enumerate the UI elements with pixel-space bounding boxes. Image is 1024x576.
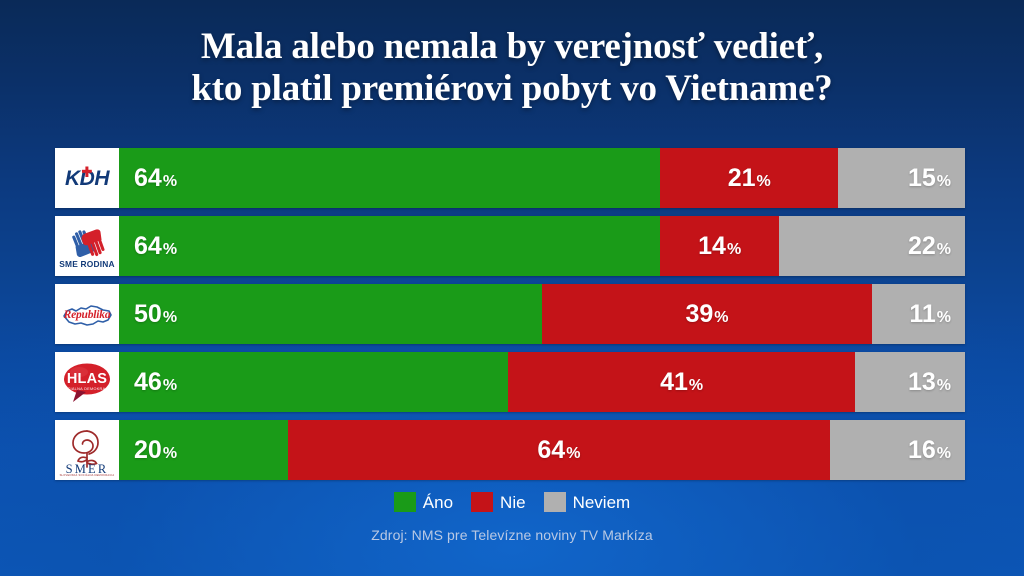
speech-bubble-icon: [64, 363, 110, 402]
bar-segment-dontknow: 15%: [838, 148, 965, 208]
bar-label-dontknow: 22%: [907, 231, 951, 260]
table-row: HLAS SOCIÁLNA DEMOKRACIA 46% 41% 13%: [55, 352, 965, 412]
party-logo-cell-sme-rodina: SME RODINA: [55, 216, 119, 276]
red-square-icon: [471, 492, 494, 512]
legend-item-nie: Nie: [471, 492, 526, 512]
republika-logo-icon: Republika: [57, 287, 117, 341]
sme-rodina-logo-icon: SME RODINA: [57, 219, 117, 273]
bar-label-dontknow: 15%: [907, 163, 951, 192]
bar-group: 64% 21% 15%: [119, 148, 965, 208]
kdh-cross-icon: [82, 166, 92, 177]
bar-label-yes: 50%: [134, 299, 178, 328]
bar-segment-no: 64%: [288, 420, 830, 480]
legend-item-neviem: Neviem: [543, 492, 631, 512]
bar-label-no: 21%: [727, 163, 771, 192]
svg-text:HLAS: HLAS: [67, 371, 107, 387]
bar-segment-yes: 46%: [119, 352, 509, 412]
table-row: SME RODINA 64% 14% 22%: [55, 216, 965, 276]
bar-group: 50% 39% 11%: [119, 284, 965, 344]
bar-segment-no: 39%: [542, 284, 872, 344]
party-logo-cell-kdh: KDH: [55, 148, 119, 208]
bar-label-yes: 64%: [134, 231, 178, 260]
green-square-icon: [393, 492, 416, 512]
svg-text:SLOVENSKÁ SOCIÁLNA DEMOKRACIA: SLOVENSKÁ SOCIÁLNA DEMOKRACIA: [60, 473, 115, 477]
stacked-bar-chart: KDH 64% 21% 15%: [55, 148, 965, 480]
bar-segment-yes: 50%: [119, 284, 542, 344]
bar-label-dontknow: 16%: [907, 435, 951, 464]
smer-logo-icon: SMER SLOVENSKÁ SOCIÁLNA DEMOKRACIA: [57, 423, 117, 477]
bar-group: 64% 14% 22%: [119, 216, 965, 276]
source-attribution: Zdroj: NMS pre Televízne noviny TV Markí…: [371, 527, 653, 543]
svg-text:SOCIÁLNA DEMOKRACIA: SOCIÁLNA DEMOKRACIA: [61, 387, 112, 391]
svg-text:Republika: Republika: [63, 309, 111, 321]
bar-label-dontknow: 13%: [907, 367, 951, 396]
kdh-logo-icon: KDH: [57, 151, 117, 205]
bar-segment-dontknow: 13%: [855, 352, 965, 412]
svg-text:KDH: KDH: [65, 167, 110, 190]
legend-label: Áno: [422, 492, 454, 512]
legend-item-ano: Áno: [393, 492, 454, 512]
page-title: Mala alebo nemala by verejnosť vedieť, k…: [191, 26, 833, 109]
bar-label-no: 39%: [685, 299, 729, 328]
bar-segment-dontknow: 16%: [829, 420, 965, 480]
bar-group: 46% 41% 13%: [119, 352, 965, 412]
bar-segment-dontknow: 22%: [778, 216, 965, 276]
svg-text:SMER: SMER: [66, 462, 109, 476]
bar-label-yes: 64%: [134, 163, 178, 192]
table-row: SMER SLOVENSKÁ SOCIÁLNA DEMOKRACIA 20% 6…: [55, 420, 965, 480]
bar-group: 20% 64% 16%: [119, 420, 965, 480]
slovakia-map-icon: [63, 305, 112, 326]
party-logo-cell-republika: Republika: [55, 284, 119, 344]
gray-square-icon: [543, 492, 566, 512]
party-logo-cell-smer: SMER SLOVENSKÁ SOCIÁLNA DEMOKRACIA: [55, 420, 119, 480]
bar-label-no: 41%: [660, 367, 704, 396]
hands-icon: [72, 229, 105, 258]
chart-legend: Áno Nie Neviem: [0, 492, 1024, 512]
bar-segment-no: 21%: [660, 148, 839, 208]
bar-label-no: 64%: [537, 435, 581, 464]
hlas-logo-icon: HLAS SOCIÁLNA DEMOKRACIA: [57, 355, 117, 409]
bar-label-no: 14%: [698, 231, 742, 260]
rose-icon: [72, 430, 99, 468]
party-logo-cell-hlas: HLAS SOCIÁLNA DEMOKRACIA: [55, 352, 119, 412]
bar-segment-no: 41%: [508, 352, 856, 412]
legend-label: Nie: [500, 492, 526, 512]
table-row: Republika 50% 39% 11%: [55, 284, 965, 344]
bar-label-yes: 20%: [134, 435, 178, 464]
bar-segment-yes: 64%: [119, 216, 661, 276]
bar-label-yes: 46%: [134, 367, 178, 396]
bar-segment-dontknow: 11%: [871, 284, 965, 344]
bar-label-dontknow: 11%: [909, 299, 951, 328]
table-row: KDH 64% 21% 15%: [55, 148, 965, 208]
legend-label: Neviem: [572, 492, 631, 512]
svg-text:SME RODINA: SME RODINA: [59, 259, 115, 269]
bar-segment-yes: 64%: [119, 148, 661, 208]
bar-segment-no: 14%: [660, 216, 779, 276]
bar-segment-yes: 20%: [119, 420, 289, 480]
